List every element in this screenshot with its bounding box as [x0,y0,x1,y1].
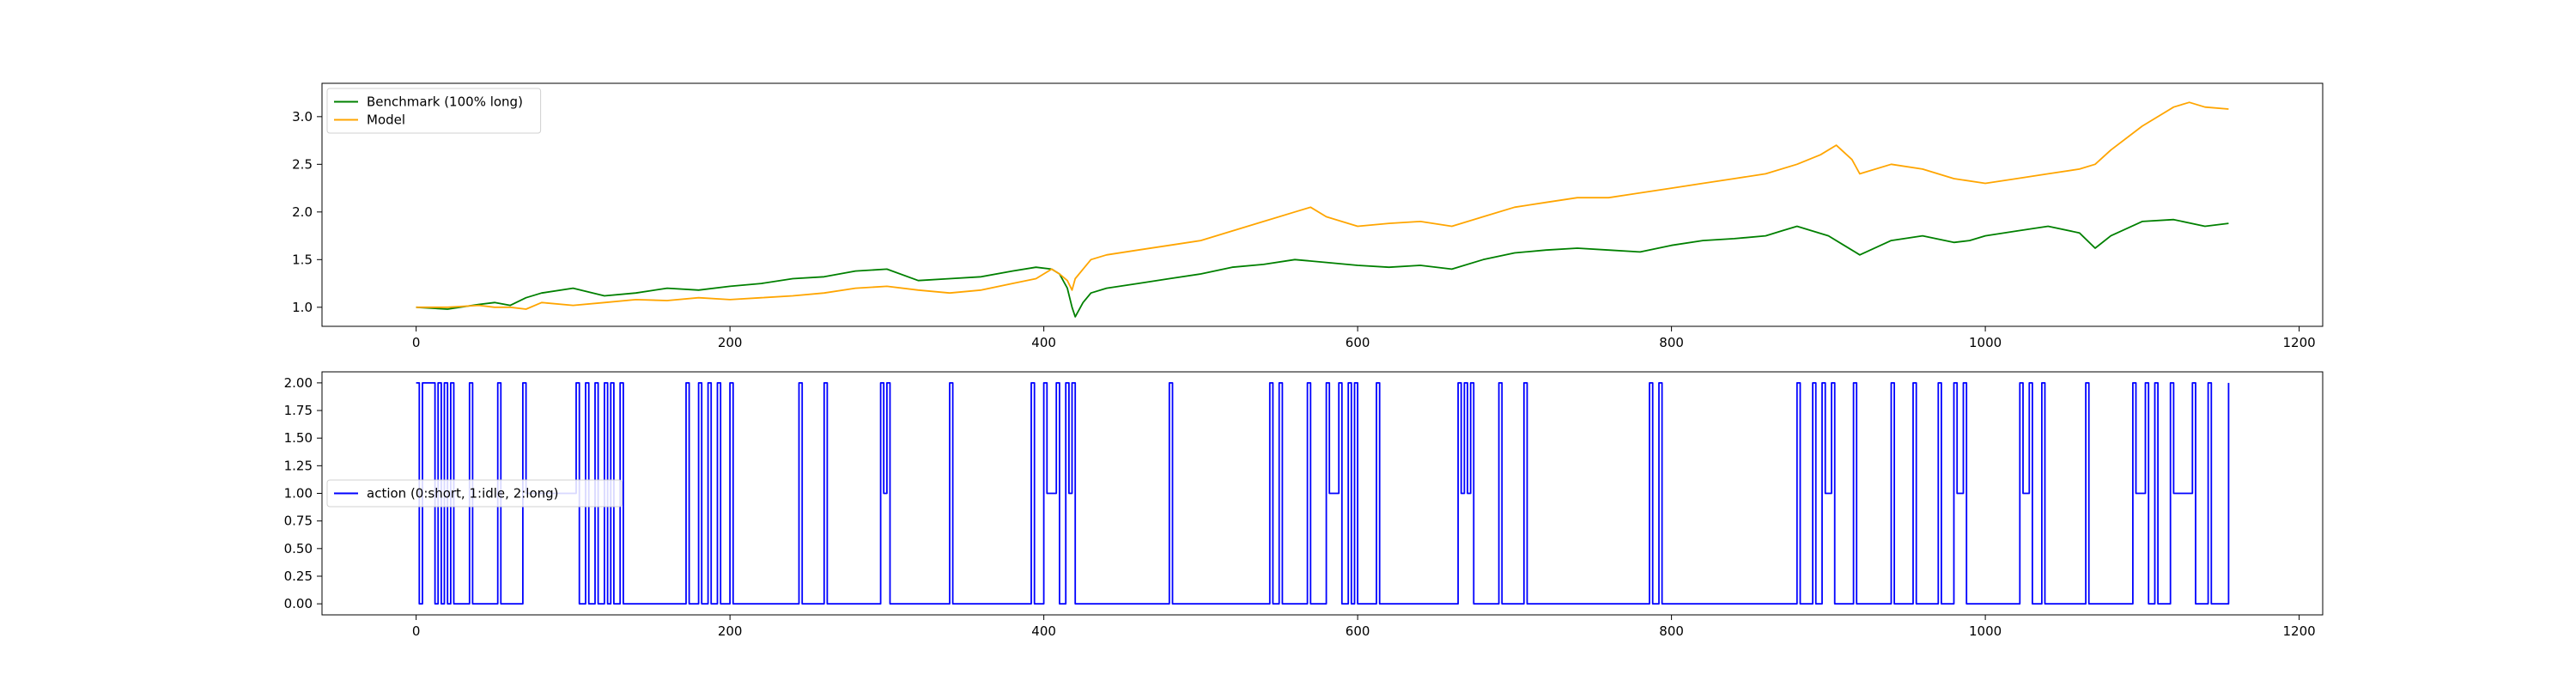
y-axis-ticks: 1.0 1.5 2.0 2.5 3.0 [292,109,322,315]
legend-box [326,479,623,508]
y-tick-label: 0.25 [284,568,313,584]
y-tick-label: 0.50 [284,541,313,556]
y-tick-label: 2.5 [292,156,313,172]
legend: Benchmark (100% long) Model [326,88,542,134]
y-tick-label: 2.0 [292,204,313,220]
action-chart: 0 200 400 600 800 1000 1200 0.00 0.25 0.50 0.75 1.… [284,371,2324,639]
series-line-0 [416,382,2230,605]
y-tick-label: 1.5 [292,252,313,267]
legend-box [326,88,542,134]
legend: action (0:short, 1:idle, 2:long) [326,479,623,508]
x-tick-label: 800 [1659,623,1684,639]
y-tick-label: 1.00 [284,486,313,502]
y-tick-label: 1.75 [284,403,313,418]
x-axis-ticks: 0 200 400 600 800 1000 1200 [412,326,2316,350]
y-tick-label: 0.75 [284,514,313,529]
legend-label: action (0:short, 1:idle, 2:long) [367,486,559,502]
x-tick-label: 1000 [1969,335,2002,350]
x-tick-label: 0 [412,623,421,639]
x-axis-ticks: 0 200 400 600 800 1000 1200 [412,615,2316,639]
x-tick-label: 800 [1659,335,1684,350]
series-line-1 [416,101,2229,310]
x-tick-label: 1000 [1969,623,2002,639]
legend-label: Model [367,112,405,128]
y-tick-label: 2.00 [284,375,313,391]
legend-label: Benchmark (100% long) [367,94,523,110]
x-tick-label: 1200 [2282,623,2315,639]
x-tick-label: 400 [1031,623,1056,639]
series-line-0 [416,218,2229,318]
x-tick-label: 1200 [2282,335,2315,350]
equity-curve-chart: 0 200 400 600 800 1000 1200 1.0 1.5 2.0 2.5 3.0 Be… [292,82,2324,350]
series-layer [416,101,2229,318]
y-tick-label: 1.0 [292,300,313,315]
y-axis-ticks: 0.00 0.25 0.50 0.75 1.00 1.25 1.50 1.75 2.00 [284,375,322,611]
plot-frame [321,82,2324,327]
x-tick-label: 600 [1346,335,1370,350]
y-tick-label: 1.25 [284,458,313,473]
x-tick-label: 200 [718,623,743,639]
x-tick-label: 0 [412,335,421,350]
x-tick-label: 600 [1346,623,1370,639]
y-tick-label: 3.0 [292,109,313,125]
y-tick-label: 0.00 [284,596,313,611]
x-tick-label: 200 [718,335,743,350]
series-layer [416,382,2230,605]
y-tick-label: 1.50 [284,430,313,446]
x-tick-label: 400 [1031,335,1056,350]
